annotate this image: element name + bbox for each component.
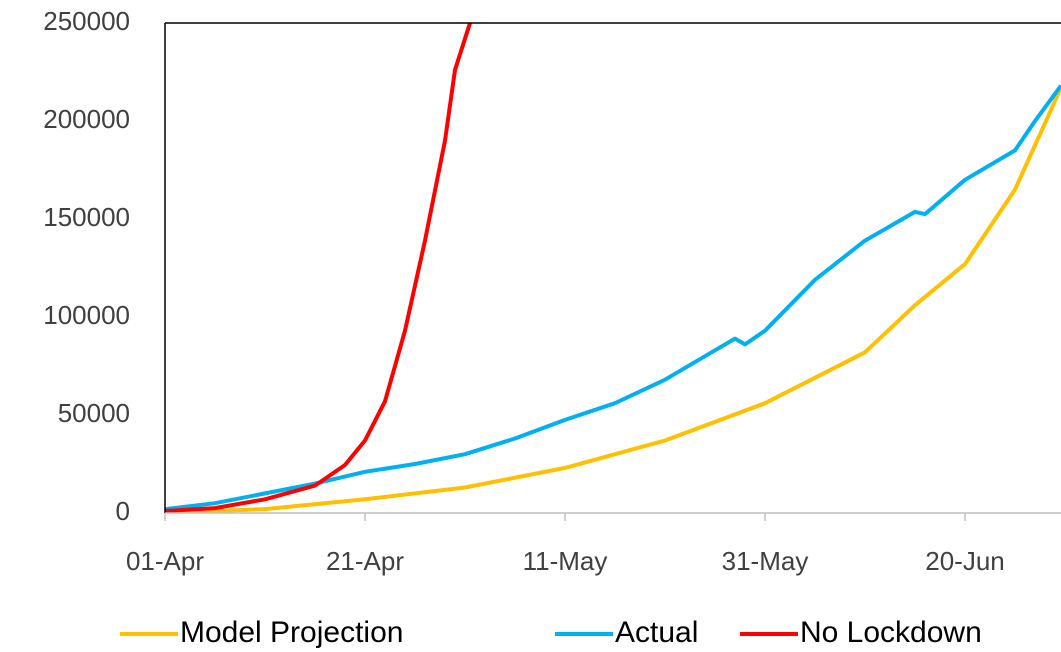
x-tick-label: 31-May	[722, 546, 809, 576]
y-tick-label: 200000	[43, 104, 130, 134]
series-line	[165, 84, 1061, 512]
y-tick-label: 50000	[58, 398, 130, 428]
y-tick-label: 0	[116, 496, 130, 526]
plot-area	[165, 23, 1061, 513]
x-tick-label: 01-Apr	[126, 546, 204, 576]
series-line	[165, 23, 472, 513]
x-tick-label: 20-Jun	[925, 546, 1005, 576]
legend-label: Model Projection	[180, 616, 403, 649]
y-tick-label: 150000	[43, 202, 130, 232]
y-tick-label: 250000	[43, 6, 130, 36]
x-tick-label: 21-Apr	[326, 546, 404, 576]
x-tick-label: 11-May	[523, 546, 608, 576]
legend-label: Actual	[615, 616, 698, 649]
series-line	[165, 86, 1061, 513]
y-tick-label: 100000	[43, 300, 130, 330]
legend-label: No Lockdown	[800, 616, 982, 649]
